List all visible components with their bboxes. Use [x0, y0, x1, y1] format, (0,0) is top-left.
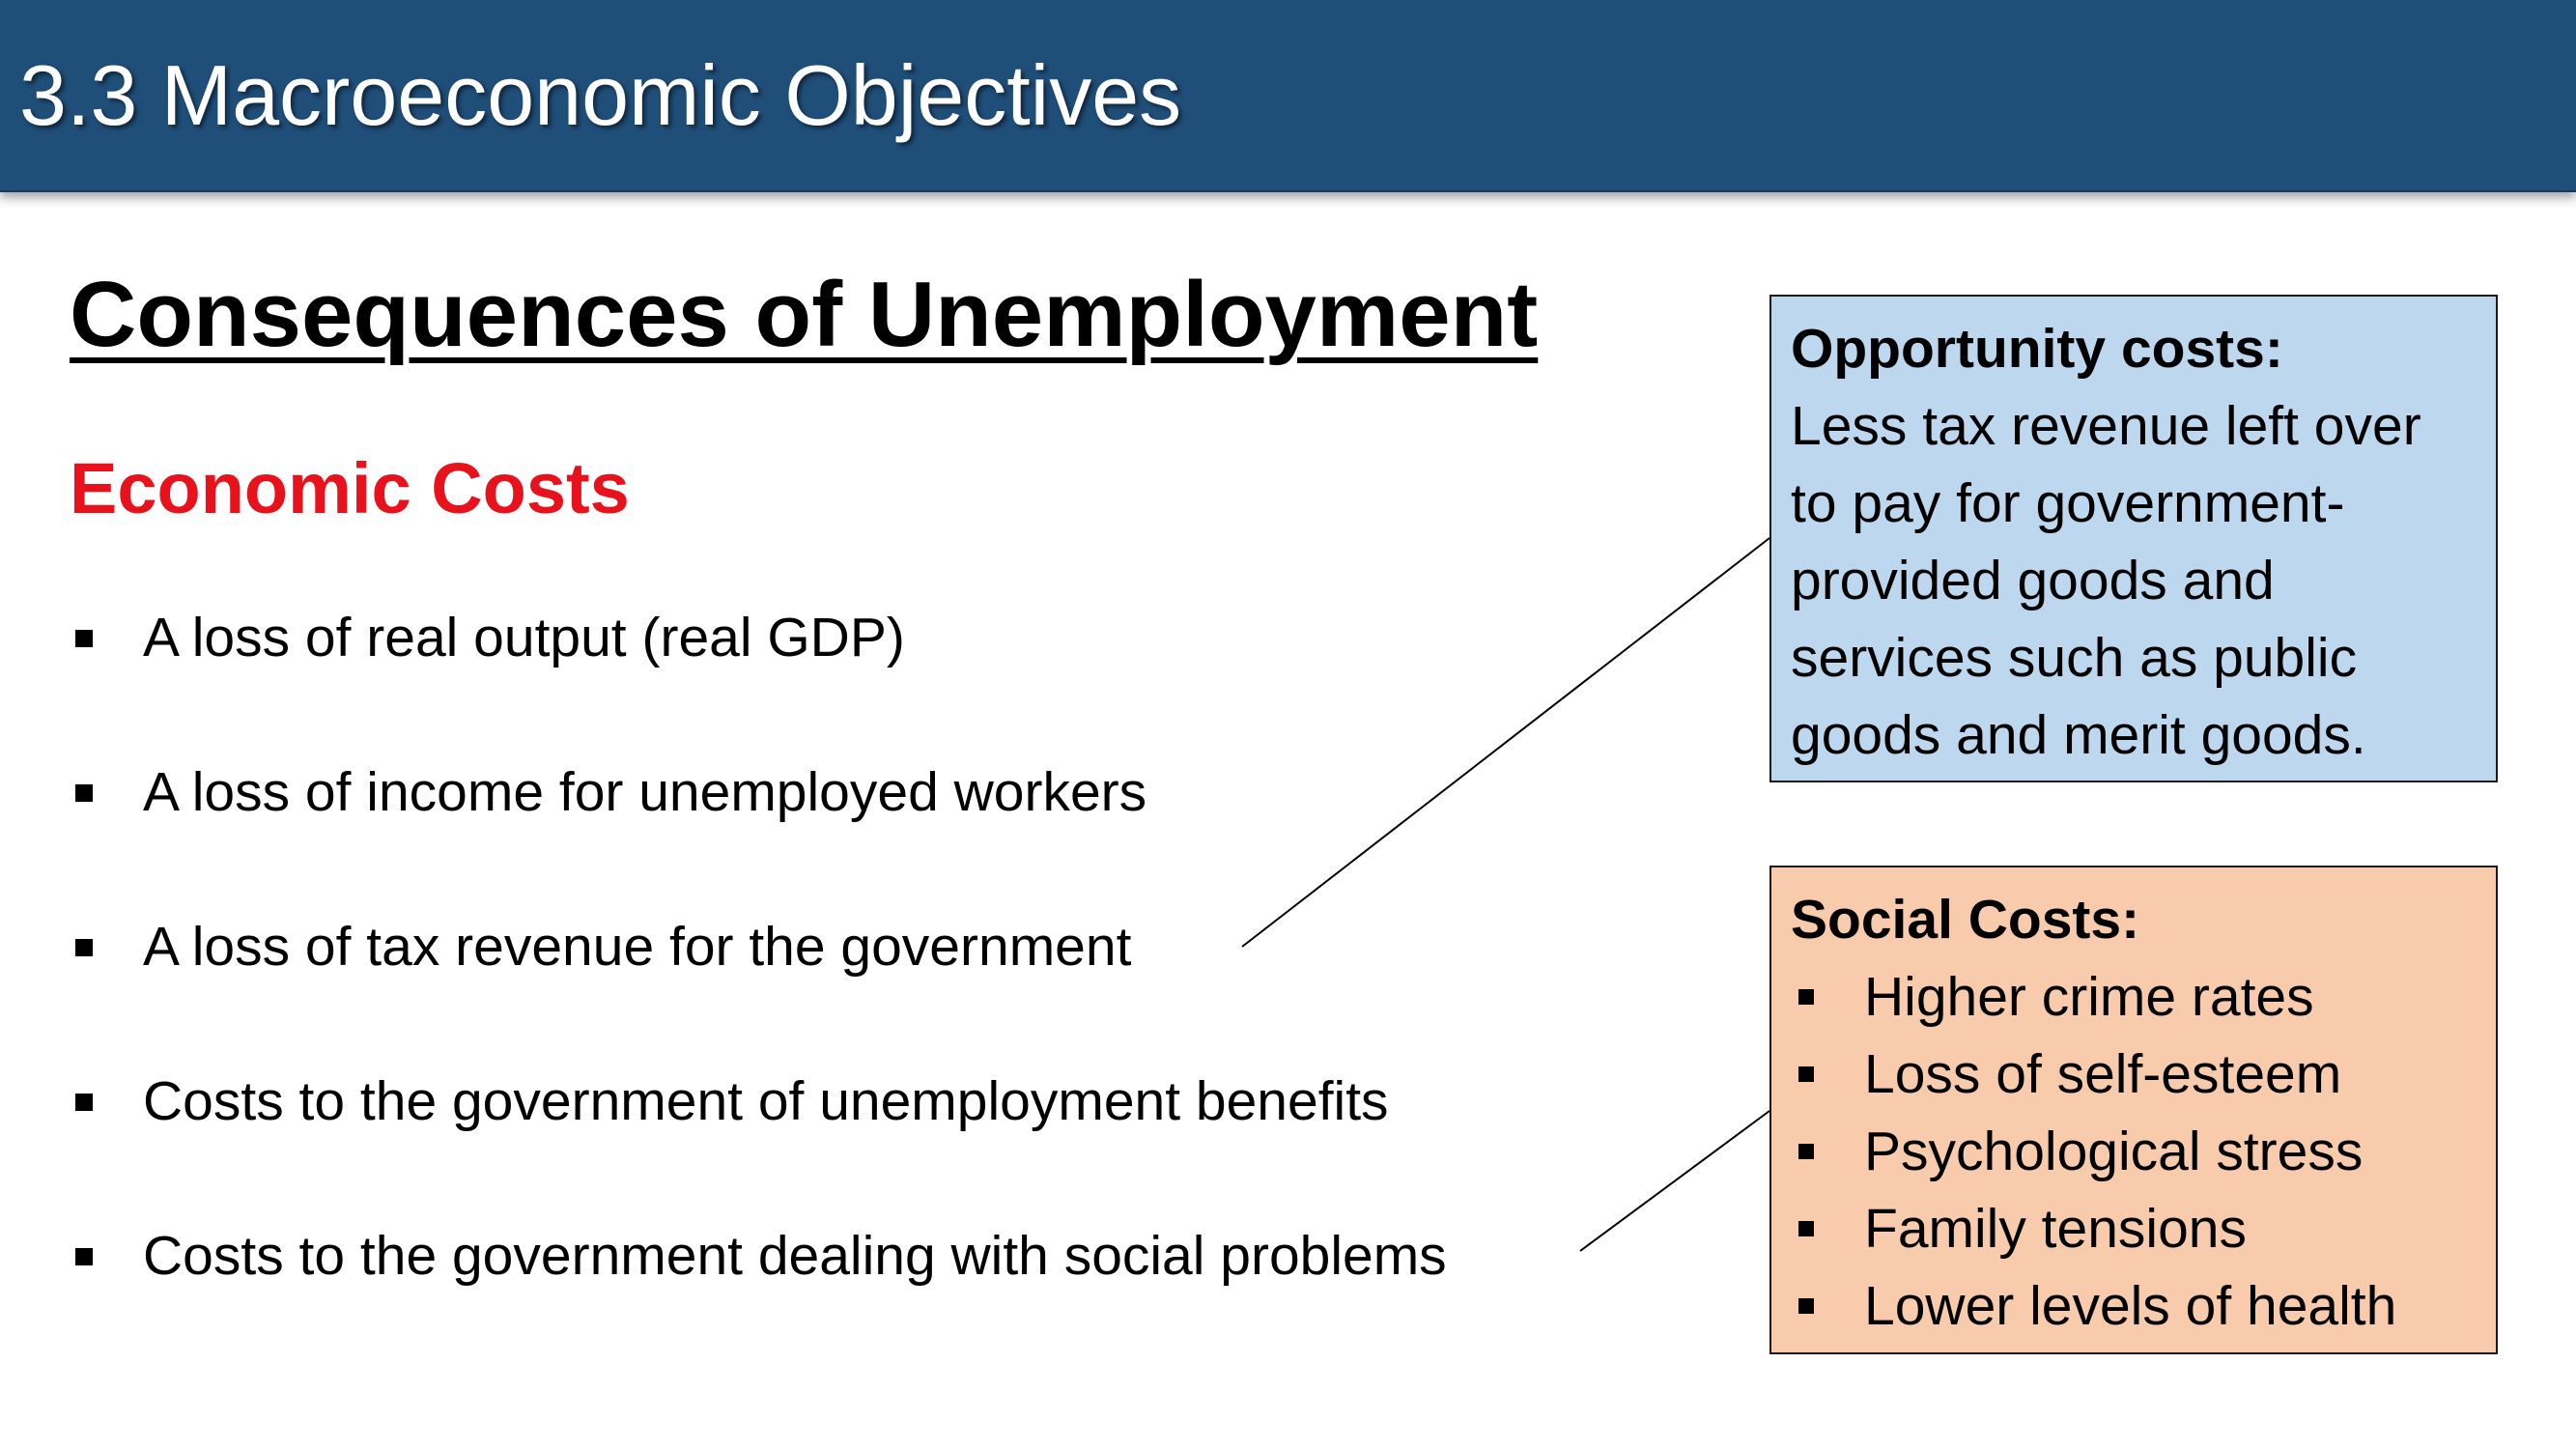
square-bullet-icon — [75, 939, 93, 956]
opportunity-costs-line: services such as public — [1791, 627, 2358, 689]
list-item-text: Costs to the government of unemployment … — [143, 1070, 1389, 1132]
opportunity-costs-line: goods and merit goods. — [1791, 704, 2366, 766]
social-costs-box: Social Costs: Higher crime rates Loss of… — [1769, 866, 2498, 1354]
list-item-text: A loss of real output (real GDP) — [143, 607, 905, 668]
opportunity-costs-box: Opportunity costs: Less tax revenue left… — [1769, 295, 2498, 782]
connector-line-social — [1579, 1110, 1770, 1252]
square-bullet-icon — [1798, 1144, 1814, 1159]
list-item: Family tensions — [1791, 1190, 2477, 1267]
list-item-text: Costs to the government dealing with soc… — [143, 1225, 1447, 1287]
opportunity-costs-body: Less tax revenue left over to pay for go… — [1791, 387, 2477, 774]
header-bar: 3.3 Macroeconomic Objectives — [0, 0, 2576, 192]
list-item-text: Family tensions — [1864, 1198, 2247, 1260]
list-item: Loss of self-esteem — [1791, 1036, 2477, 1113]
square-bullet-icon — [1798, 1221, 1814, 1236]
square-bullet-icon — [1798, 1066, 1814, 1082]
opportunity-costs-title: Opportunity costs: — [1791, 318, 2283, 380]
opportunity-costs-line: Less tax revenue left over — [1791, 395, 2421, 457]
list-item-text: A loss of income for unemployed workers — [143, 761, 1147, 823]
square-bullet-icon — [1798, 1298, 1814, 1314]
social-costs-title: Social Costs: — [1791, 889, 2140, 951]
section-heading-economic-costs: Economic Costs — [70, 448, 630, 528]
list-item-text: Higher crime rates — [1864, 966, 2314, 1028]
square-bullet-icon — [75, 630, 93, 647]
square-bullet-icon — [75, 784, 93, 802]
square-bullet-icon — [75, 1248, 93, 1265]
social-costs-list: Higher crime rates Loss of self-esteem P… — [1791, 958, 2477, 1345]
list-item-text: Lower levels of health — [1864, 1275, 2397, 1337]
list-item-text: Psychological stress — [1864, 1121, 2364, 1182]
opportunity-costs-line: to pay for government- — [1791, 472, 2345, 534]
main-heading: Consequences of Unemployment — [70, 263, 1539, 366]
square-bullet-icon — [75, 1094, 93, 1111]
list-item-text: A loss of tax revenue for the government — [143, 916, 1132, 978]
opportunity-costs-line: provided goods and — [1791, 550, 2275, 611]
square-bullet-icon — [1798, 989, 1814, 1005]
list-item-text: Loss of self-esteem — [1864, 1043, 2342, 1105]
slide-title: 3.3 Macroeconomic Objectives — [19, 47, 1182, 143]
connector-line-opportunity — [1241, 537, 1770, 948]
list-item: Psychological stress — [1791, 1113, 2477, 1190]
list-item: Higher crime rates — [1791, 958, 2477, 1036]
list-item: Lower levels of health — [1791, 1267, 2477, 1345]
